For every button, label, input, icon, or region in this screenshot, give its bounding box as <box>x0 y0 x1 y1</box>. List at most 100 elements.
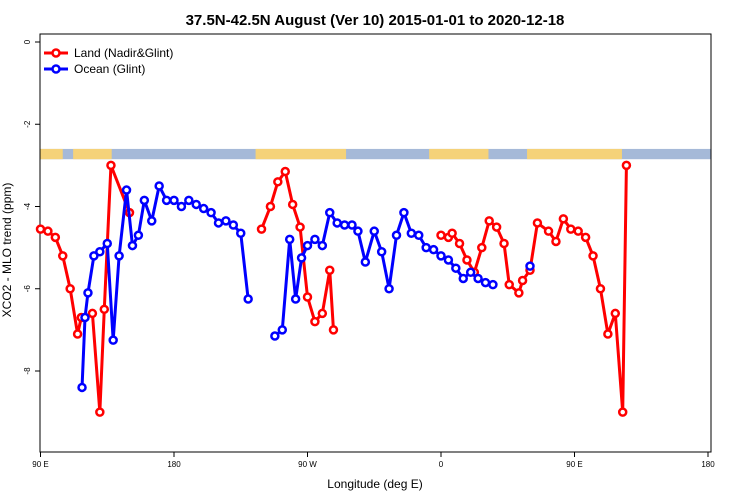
series-ocean <box>77 181 535 393</box>
data-point <box>65 284 75 294</box>
data-point <box>332 218 342 228</box>
data-point <box>328 325 339 335</box>
data-point <box>87 308 98 319</box>
data-point <box>436 230 446 241</box>
data-point <box>236 228 246 238</box>
data-point <box>603 329 613 339</box>
data-point <box>517 275 528 286</box>
data-point <box>443 255 454 265</box>
data-point <box>114 251 124 261</box>
data-point <box>436 251 446 261</box>
data-point <box>525 261 535 271</box>
x-tick-label: 90 W <box>298 460 317 469</box>
x-axis-label: Longitude (deg E) <box>327 477 422 491</box>
legend-label: Land (Nadir&Glint) <box>74 46 173 60</box>
chart-title: 37.5N-42.5N August (Ver 10) 2015-01-01 t… <box>186 12 565 29</box>
data-point <box>302 240 313 251</box>
data-point <box>99 304 110 315</box>
x-axis: 90 E 180 90 W 0 90 E 180 <box>32 452 715 469</box>
data-point <box>391 230 402 241</box>
data-point <box>296 253 307 263</box>
data-point <box>89 251 99 261</box>
data-point <box>80 312 90 323</box>
legend: Land (Nadir&Glint) Ocean (Glint) <box>44 46 173 76</box>
data-point <box>325 265 335 275</box>
data-point <box>454 238 465 249</box>
data-point <box>317 308 328 319</box>
x-tick-label: 90 E <box>566 460 582 469</box>
y-tick-label: -8 <box>23 367 32 375</box>
plot-frame <box>39 33 712 453</box>
data-point <box>161 195 172 206</box>
land-segment <box>73 148 112 160</box>
data-point <box>133 230 144 241</box>
series-line <box>260 170 335 330</box>
data-point <box>256 224 267 234</box>
data-point <box>176 201 187 212</box>
data-point <box>480 277 491 288</box>
data-point <box>243 294 253 304</box>
data-point <box>121 185 132 195</box>
data-point <box>317 240 328 251</box>
data-point <box>191 199 201 210</box>
data-point <box>514 288 524 298</box>
data-point <box>206 207 216 218</box>
data-point <box>369 226 379 236</box>
series-line <box>80 184 250 388</box>
data-point <box>154 181 164 191</box>
data-point <box>290 294 301 304</box>
data-point <box>228 220 239 230</box>
data-point <box>406 228 417 238</box>
data-point <box>360 257 371 267</box>
data-point <box>451 263 461 273</box>
x-tick-label: 180 <box>701 460 715 469</box>
data-point <box>287 199 298 210</box>
data-point <box>310 316 320 327</box>
data-point <box>462 255 472 265</box>
data-point <box>295 222 305 232</box>
data-point <box>284 234 295 245</box>
data-point <box>95 407 105 417</box>
data-point <box>558 214 569 224</box>
data-point <box>198 203 209 214</box>
land-segment <box>429 148 489 160</box>
data-point <box>621 160 632 171</box>
data-point <box>221 216 231 226</box>
land-segment <box>40 148 63 160</box>
data-point <box>428 244 439 255</box>
data-point <box>458 273 468 284</box>
data-point <box>102 238 112 249</box>
ocean-band <box>40 148 711 160</box>
y-tick-label: -6 <box>23 285 32 293</box>
data-point <box>447 228 457 238</box>
data-point <box>399 207 409 218</box>
legend-item: Land (Nadir&Glint) <box>44 46 173 60</box>
data-point <box>339 220 350 230</box>
data-point <box>169 195 179 206</box>
series-group <box>35 160 632 417</box>
data-point <box>543 226 554 236</box>
data-point <box>376 246 387 257</box>
data-point <box>213 218 224 228</box>
x-tick-label: 180 <box>167 460 181 469</box>
data-point <box>610 308 621 319</box>
x-tick-label: 90 E <box>32 460 48 469</box>
legend-swatch-marker <box>51 48 61 58</box>
data-point <box>127 240 138 251</box>
legend-swatch-marker <box>51 64 61 74</box>
data-point <box>184 195 194 206</box>
land-segment <box>255 148 347 160</box>
series-line <box>273 211 494 338</box>
data-point <box>465 267 476 278</box>
land-ocean-strip <box>40 148 711 160</box>
data-point <box>580 232 591 243</box>
data-point <box>270 331 280 341</box>
data-point <box>108 335 118 345</box>
y-axis: 0 -2 -4 -6 -8 <box>23 39 40 375</box>
data-point <box>50 232 61 243</box>
data-point <box>147 216 157 226</box>
data-point <box>573 226 583 236</box>
data-point <box>139 195 150 206</box>
data-point <box>617 407 628 417</box>
